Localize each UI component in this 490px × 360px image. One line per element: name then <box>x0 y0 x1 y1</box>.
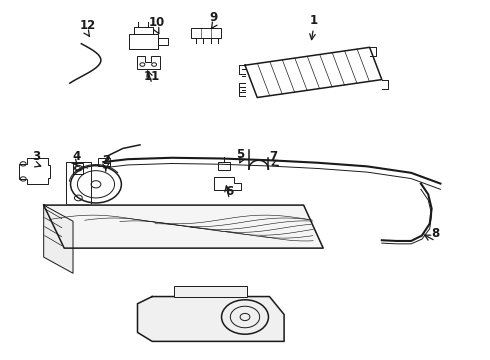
Polygon shape <box>44 205 323 248</box>
Polygon shape <box>174 286 247 297</box>
Text: 6: 6 <box>225 185 234 198</box>
Polygon shape <box>44 205 73 273</box>
Circle shape <box>221 300 269 334</box>
Text: 2: 2 <box>102 154 110 167</box>
Text: 4: 4 <box>73 150 80 163</box>
Text: 1: 1 <box>309 14 318 27</box>
Text: 5: 5 <box>236 148 244 161</box>
Text: 12: 12 <box>79 19 96 32</box>
Text: 10: 10 <box>149 16 165 29</box>
Polygon shape <box>138 297 284 341</box>
Text: 8: 8 <box>431 226 440 239</box>
Text: 3: 3 <box>32 150 41 163</box>
Text: 9: 9 <box>209 12 218 24</box>
Text: 7: 7 <box>270 150 277 163</box>
Text: 11: 11 <box>144 69 160 82</box>
